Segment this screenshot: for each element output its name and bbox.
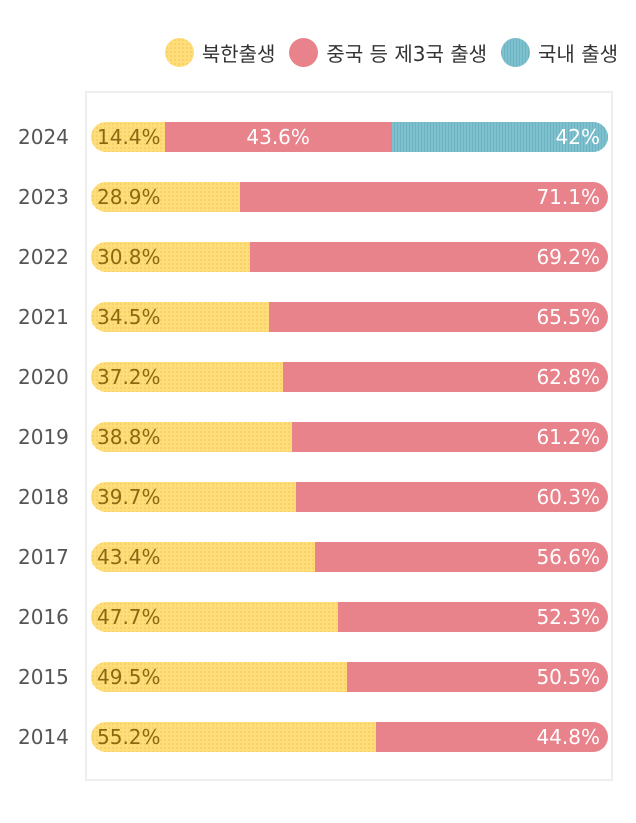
y-tick-label: 2014 bbox=[18, 725, 69, 749]
bar-segment: 38.8% bbox=[91, 422, 292, 452]
bar-segment: 69.2% bbox=[250, 242, 608, 272]
y-tick-label: 2021 bbox=[18, 305, 69, 329]
bar-row: 2021 34.5% 65.5% bbox=[0, 302, 636, 332]
y-tick-label: 2024 bbox=[18, 125, 69, 149]
stacked-bar: 55.2% 44.8% bbox=[91, 722, 608, 752]
legend-item: 중국 등 제3국 출생 bbox=[289, 38, 487, 67]
stacked-bar: 38.8% 61.2% bbox=[91, 422, 608, 452]
legend-item: 국내 출생 bbox=[501, 38, 618, 67]
bar-segment: 50.5% bbox=[346, 662, 608, 692]
bar-segment: 28.9% bbox=[91, 182, 241, 212]
legend-item: 북한출생 bbox=[164, 38, 276, 67]
bar-row: 2022 30.8% 69.2% bbox=[0, 242, 636, 272]
stacked-bar: 14.4% 43.6% 42% bbox=[91, 122, 608, 152]
bar-segment: 34.5% bbox=[91, 302, 270, 332]
y-tick-label: 2019 bbox=[18, 425, 69, 449]
legend-label: 중국 등 제3국 출생 bbox=[326, 42, 488, 66]
data-label: 62.8% bbox=[536, 365, 600, 389]
bar-segment: 43.4% bbox=[91, 542, 316, 572]
bar-row: 2015 49.5% 50.5% bbox=[0, 662, 636, 692]
data-label: 43.6% bbox=[246, 125, 310, 149]
stacked-bar: 34.5% 65.5% bbox=[91, 302, 608, 332]
data-label: 61.2% bbox=[536, 425, 600, 449]
bar-segment: 56.6% bbox=[315, 542, 608, 572]
y-tick-label: 2016 bbox=[18, 605, 69, 629]
legend-swatch-icon bbox=[289, 38, 319, 67]
legend-label: 북한출생 bbox=[201, 42, 276, 66]
bar-segment: 55.2% bbox=[91, 722, 377, 752]
bar-row: 2018 39.7% 60.3% bbox=[0, 482, 636, 512]
data-label: 28.9% bbox=[97, 185, 161, 209]
data-label: 55.2% bbox=[97, 725, 161, 749]
bar-row: 2023 28.9% 71.1% bbox=[0, 182, 636, 212]
stacked-bar: 47.7% 52.3% bbox=[91, 602, 608, 632]
legend: 북한출생 중국 등 제3국 출생 국내 출생 bbox=[164, 38, 618, 67]
data-label: 38.8% bbox=[97, 425, 161, 449]
data-label: 34.5% bbox=[97, 305, 161, 329]
data-label: 43.4% bbox=[97, 545, 161, 569]
stacked-bar: 30.8% 69.2% bbox=[91, 242, 608, 272]
data-label: 49.5% bbox=[97, 665, 161, 689]
bar-segment: 52.3% bbox=[337, 602, 608, 632]
bar-row: 2016 47.7% 52.3% bbox=[0, 602, 636, 632]
stacked-bar: 49.5% 50.5% bbox=[91, 662, 608, 692]
bar-segment: 44.8% bbox=[376, 722, 608, 752]
stacked-bar: 43.4% 56.6% bbox=[91, 542, 608, 572]
bar-row: 2014 55.2% 44.8% bbox=[0, 722, 636, 752]
data-label: 14.4% bbox=[97, 125, 161, 149]
data-label: 69.2% bbox=[536, 245, 600, 269]
legend-label: 국내 출생 bbox=[538, 42, 618, 66]
bar-row: 2019 38.8% 61.2% bbox=[0, 422, 636, 452]
y-tick-label: 2015 bbox=[18, 665, 69, 689]
stacked-bar: 28.9% 71.1% bbox=[91, 182, 608, 212]
data-label: 47.7% bbox=[97, 605, 161, 629]
data-label: 50.5% bbox=[536, 665, 600, 689]
chart-frame bbox=[85, 91, 613, 781]
bar-segment: 65.5% bbox=[269, 302, 608, 332]
data-label: 52.3% bbox=[536, 605, 600, 629]
bar-segment: 71.1% bbox=[240, 182, 608, 212]
bar-segment: 61.2% bbox=[291, 422, 608, 452]
data-label: 42% bbox=[555, 125, 600, 149]
stacked-bar: 37.2% 62.8% bbox=[91, 362, 608, 392]
y-tick-label: 2022 bbox=[18, 245, 69, 269]
legend-swatch-icon bbox=[501, 38, 531, 67]
bar-segment: 60.3% bbox=[296, 482, 608, 512]
data-label: 65.5% bbox=[536, 305, 600, 329]
bar-segment: 14.4% bbox=[91, 122, 166, 152]
y-tick-label: 2017 bbox=[18, 545, 69, 569]
legend-swatch-icon bbox=[164, 38, 194, 67]
bar-segment: 62.8% bbox=[283, 362, 608, 392]
bar-row: 2020 37.2% 62.8% bbox=[0, 362, 636, 392]
data-label: 60.3% bbox=[536, 485, 600, 509]
bar-segment: 43.6% bbox=[165, 122, 391, 152]
data-label: 71.1% bbox=[536, 185, 600, 209]
y-tick-label: 2023 bbox=[18, 185, 69, 209]
bar-segment: 30.8% bbox=[91, 242, 251, 272]
data-label: 56.6% bbox=[536, 545, 600, 569]
y-tick-label: 2020 bbox=[18, 365, 69, 389]
bar-segment: 39.7% bbox=[91, 482, 297, 512]
y-tick-label: 2018 bbox=[18, 485, 69, 509]
bar-segment: 49.5% bbox=[91, 662, 347, 692]
bar-row: 2017 43.4% 56.6% bbox=[0, 542, 636, 572]
bar-segment: 47.7% bbox=[91, 602, 338, 632]
bar-row: 2024 14.4% 43.6% 42% bbox=[0, 122, 636, 152]
stacked-bar: 39.7% 60.3% bbox=[91, 482, 608, 512]
data-label: 39.7% bbox=[97, 485, 161, 509]
data-label: 37.2% bbox=[97, 365, 161, 389]
bar-segment: 42% bbox=[390, 122, 608, 152]
bar-segment: 37.2% bbox=[91, 362, 284, 392]
data-label: 44.8% bbox=[536, 725, 600, 749]
data-label: 30.8% bbox=[97, 245, 161, 269]
